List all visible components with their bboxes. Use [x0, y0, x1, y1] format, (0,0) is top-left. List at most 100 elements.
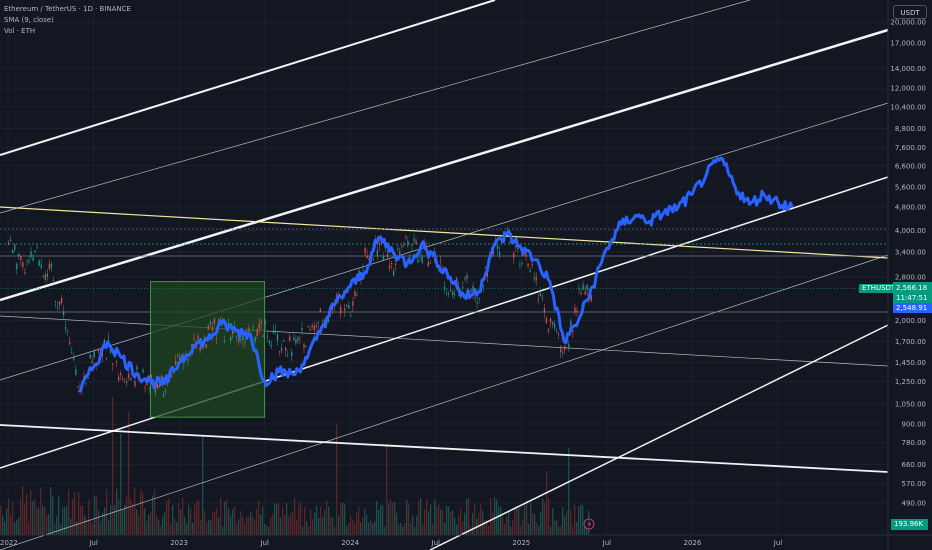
y-tick-label: 780.00 — [902, 439, 927, 447]
y-tick-label: 4,000.00 — [895, 227, 926, 235]
flash-icon-glyph[interactable] — [587, 520, 592, 528]
volume-bar — [390, 499, 392, 535]
candle-body — [498, 252, 501, 255]
volume-bar — [550, 526, 552, 535]
volume-bar — [568, 447, 570, 535]
candle-body — [268, 340, 271, 344]
volume-bar — [366, 514, 368, 535]
candle-body — [560, 348, 562, 353]
candle-body — [482, 286, 484, 287]
volume-bar — [150, 511, 152, 535]
volume-bar — [232, 509, 234, 535]
candle-body — [14, 244, 16, 250]
volume-bar — [0, 505, 2, 535]
candle-body — [448, 292, 450, 294]
volume-indicator-label[interactable]: Vol · ETH — [4, 27, 36, 35]
volume-bar — [378, 509, 380, 535]
candle-body — [144, 387, 146, 389]
volume-bar — [18, 517, 20, 535]
candle-body — [270, 344, 273, 347]
trend-line — [0, 424, 889, 473]
candle-body — [115, 361, 118, 362]
candle-body — [10, 240, 12, 242]
volume-bar — [316, 505, 318, 535]
candle-body — [283, 339, 285, 342]
candle-body — [215, 337, 218, 339]
volume-bar — [324, 509, 326, 535]
candle-body — [301, 327, 303, 331]
candle-body — [52, 279, 55, 281]
volume-bar — [530, 502, 532, 535]
candle-body — [280, 348, 283, 351]
candle-body — [126, 381, 128, 383]
volume-bar — [134, 487, 136, 535]
volume-bar — [472, 512, 474, 535]
volume-bar — [168, 498, 170, 535]
volume-bar — [508, 511, 510, 535]
candle-body — [382, 255, 385, 261]
symbol-title[interactable]: Ethereum / TetherUS · 1D · BINANCE — [4, 5, 131, 13]
volume-bar — [576, 521, 578, 535]
volume-bar — [256, 508, 258, 535]
candle-body — [474, 297, 476, 299]
volume-bar — [494, 497, 496, 535]
y-tick-label: 14,000.00 — [890, 65, 926, 73]
volume-bar — [410, 523, 412, 535]
volume-bar — [42, 505, 44, 535]
candle-body — [366, 255, 368, 259]
volume-bar — [186, 523, 188, 535]
candle-body — [311, 325, 313, 328]
sma-indicator-label[interactable]: SMA (9, close) — [4, 16, 54, 24]
volume-bar — [188, 504, 190, 535]
volume-bar — [416, 516, 418, 535]
volume-bar — [68, 489, 70, 535]
volume-bar — [456, 524, 458, 535]
candle-body — [564, 345, 566, 351]
candle-body — [456, 277, 458, 283]
candle-body — [346, 305, 348, 307]
candle-body — [521, 263, 523, 265]
volume-bar — [74, 492, 76, 535]
volume-bar — [270, 517, 272, 535]
volume-bar — [412, 515, 414, 535]
candle-body — [539, 293, 541, 296]
candle-body — [236, 336, 238, 338]
volume-bar — [372, 523, 374, 535]
volume-bar — [396, 512, 398, 535]
candle-body — [531, 263, 533, 266]
candle-body — [529, 270, 531, 272]
volume-bar — [116, 488, 118, 535]
candle-body — [439, 260, 442, 262]
candle-body — [344, 308, 346, 311]
candle-body — [411, 244, 413, 246]
volume-bar — [100, 521, 102, 535]
volume-bar — [572, 526, 574, 535]
volume-bar — [260, 514, 262, 535]
candle-body — [179, 356, 181, 360]
volume-bar — [214, 512, 216, 535]
candle-body — [399, 251, 401, 258]
volume-bar — [460, 508, 462, 535]
volume-bar — [522, 519, 524, 535]
candle-body — [578, 288, 580, 290]
volume-bar — [446, 505, 448, 535]
volume-bar — [2, 515, 4, 535]
volume-bar — [20, 498, 22, 535]
candle-body — [287, 355, 289, 356]
volume-bar — [66, 506, 68, 535]
candle-body — [91, 360, 93, 363]
currency-button[interactable]: USDT — [893, 5, 927, 19]
candle-body — [156, 383, 159, 389]
volume-bar — [528, 523, 530, 535]
candle-body — [232, 329, 234, 334]
candle-body — [166, 382, 169, 384]
candle-body — [590, 295, 592, 301]
volume-bar — [110, 505, 112, 535]
candle-body — [230, 337, 232, 341]
volume-bar — [322, 517, 324, 535]
volume-bar — [394, 501, 396, 535]
volume-bar — [474, 504, 476, 535]
candle-body — [352, 301, 354, 306]
